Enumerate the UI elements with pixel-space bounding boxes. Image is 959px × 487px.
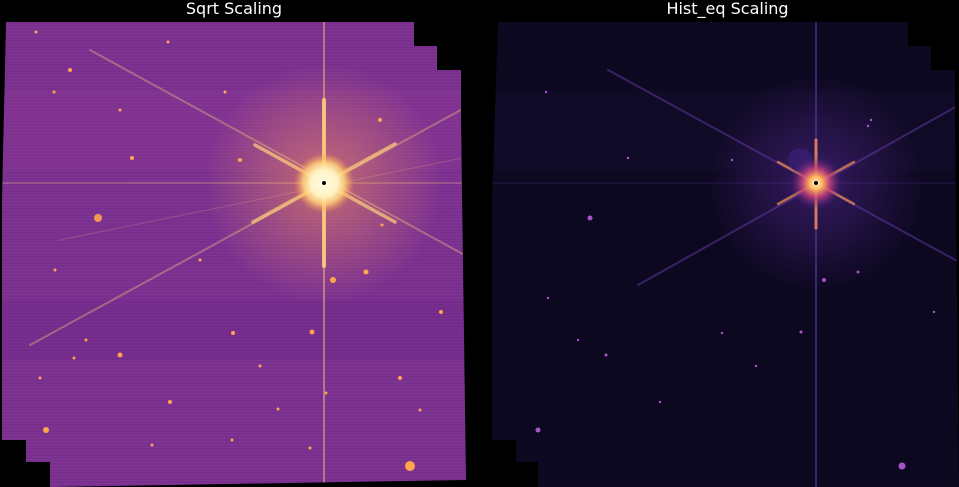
background-sources: [34, 30, 443, 471]
hist-eq-scaling-image: [492, 22, 959, 487]
panel-title-sqrt-scaling: Sqrt Scaling: [185, 0, 283, 18]
sqrt-scaling-image: [2, 22, 466, 487]
panel-title-hist-eq-scaling: Hist_eq Scaling: [666, 0, 789, 18]
background-sources: [535, 90, 936, 470]
